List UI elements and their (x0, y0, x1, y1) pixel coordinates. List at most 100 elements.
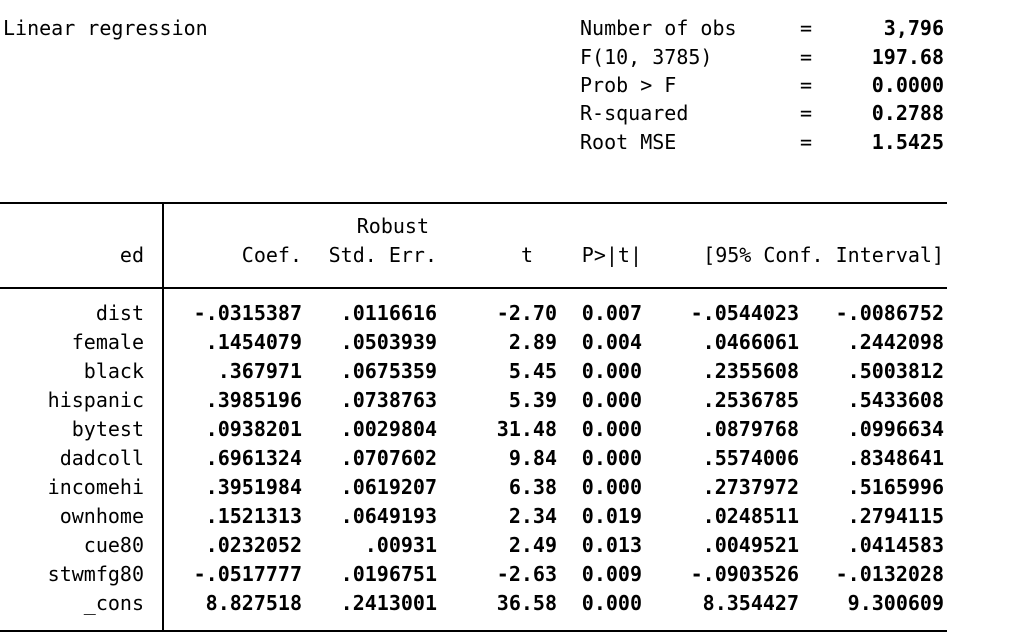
cell-ci-low: -.0903526 (690, 562, 799, 586)
cell-p: 0.000 (581, 591, 642, 615)
cell-p: 0.013 (581, 533, 642, 557)
cell-p: 0.000 (581, 475, 642, 499)
stat-label: R-squared (580, 101, 689, 126)
table-row-black: black .367971 .0675359 5.45 0.000 .23556… (0, 357, 947, 386)
cell-t: -2.70 (496, 301, 557, 325)
cell-coef: .1454079 (205, 330, 302, 354)
model-stats-block: Number of obs = 3,796 F(10, 3785) = 197.68 P… (580, 14, 944, 156)
stat-value: 0.0000 (871, 72, 944, 97)
spacer-cell (0, 618, 164, 631)
cell-ci-high: .2442098 (847, 330, 944, 354)
spacer-row (0, 618, 947, 631)
cell-p: 0.000 (581, 417, 642, 441)
header-cell-depvar: ed (0, 241, 164, 289)
cell-std-err: .0619207 (340, 475, 437, 499)
cell-varname: dadcoll (0, 444, 164, 473)
cell-p: 0.000 (581, 388, 642, 412)
cell-ci-high: .8348641 (847, 446, 944, 470)
cell-varname: ownhome (0, 502, 164, 531)
cell-t: 5.45 (508, 359, 557, 383)
table-row-female: female .1454079 .0503939 2.89 0.004 .046… (0, 328, 947, 357)
header-cell-empty (163, 203, 302, 241)
cell-varname: bytest (0, 415, 164, 444)
stat-value: 3,796 (883, 16, 944, 41)
spacer-cell (163, 618, 947, 631)
cell-ci-low: .5574006 (702, 446, 799, 470)
table-body: dist -.0315387 .0116616 -2.70 0.007 -.05… (0, 288, 947, 631)
cell-ci-low: .0466061 (702, 330, 799, 354)
cell-ci-high: .0414583 (847, 533, 944, 557)
cell-coef: .6961324 (205, 446, 302, 470)
equals-sign: = (800, 101, 813, 126)
cell-std-err: .2413001 (340, 591, 437, 615)
table-row-bytest: bytest .0938201 .0029804 31.48 0.000 .08… (0, 415, 947, 444)
stat-value: 0.2788 (871, 101, 944, 126)
cell-ci-low: .2737972 (702, 475, 799, 499)
equals-sign: = (800, 129, 813, 154)
cell-coef: .0232052 (205, 533, 302, 557)
header-cell-empty (642, 203, 947, 241)
header-cell-p: P>|t| (557, 241, 642, 289)
cell-std-err: .0029804 (340, 417, 437, 441)
header-cell-t: t (437, 241, 557, 289)
cell-coef: .3951984 (205, 475, 302, 499)
cell-varname: cue80 (0, 531, 164, 560)
cell-coef: 8.827518 (205, 591, 302, 615)
cell-p: 0.009 (581, 562, 642, 586)
cell-ci-high: .5003812 (847, 359, 944, 383)
cell-coef: -.0315387 (193, 301, 302, 325)
cell-std-err: .0675359 (340, 359, 437, 383)
cell-ci-high: -.0086752 (835, 301, 944, 325)
cell-std-err: .0738763 (340, 388, 437, 412)
header-row-robust: Robust (0, 203, 947, 241)
cell-ci-high: -.0132028 (835, 562, 944, 586)
cell-varname: stwmfg80 (0, 560, 164, 589)
stat-row-r-squared: R-squared = 0.2788 (580, 99, 944, 127)
cell-t: 6.38 (508, 475, 557, 499)
cell-t: -2.63 (496, 562, 557, 586)
stat-row-number-of-obs: Number of obs = 3,796 (580, 14, 944, 42)
table-row-stwmfg80: stwmfg80 -.0517777 .0196751 -2.63 0.009 … (0, 560, 947, 589)
cell-p: 0.000 (581, 446, 642, 470)
cell-t: 2.89 (508, 330, 557, 354)
cell-ci-low: .0049521 (702, 533, 799, 557)
stat-row-prob-f: Prob > F = 0.0000 (580, 71, 944, 99)
cell-t: 31.48 (496, 417, 557, 441)
cell-varname: incomehi (0, 473, 164, 502)
table-row-cue80: cue80 .0232052 .00931 2.49 0.013 .004952… (0, 531, 947, 560)
spacer-cell (0, 288, 164, 299)
stat-row-f-stat: F(10, 3785) = 197.68 (580, 42, 944, 70)
stat-label: Prob > F (580, 72, 677, 97)
stat-value: 197.68 (871, 44, 944, 69)
regression-results-table: Robust ed Coef. Std. Err. t P>|t| [95% C… (0, 202, 947, 632)
stat-label: Root MSE (580, 129, 677, 154)
cell-p: 0.007 (581, 301, 642, 325)
cell-p: 0.004 (581, 330, 642, 354)
header-cell-empty (557, 203, 642, 241)
cell-t: 2.49 (508, 533, 557, 557)
cell-ci-low: -.0544023 (690, 301, 799, 325)
table-row-hispanic: hispanic .3985196 .0738763 5.39 0.000 .2… (0, 386, 947, 415)
cell-std-err: .0196751 (340, 562, 437, 586)
cell-p: 0.019 (581, 504, 642, 528)
stat-label: F(10, 3785) (580, 44, 713, 69)
cell-ci-high: 9.300609 (847, 591, 944, 615)
cell-coef: .0938201 (205, 417, 302, 441)
table-row-incomehi: incomehi .3951984 .0619207 6.38 0.000 .2… (0, 473, 947, 502)
cell-varname: hispanic (0, 386, 164, 415)
header-cell-coef: Coef. (163, 241, 302, 289)
cell-ci-low: .2355608 (702, 359, 799, 383)
cell-ci-high: .5433608 (847, 388, 944, 412)
stat-label: Number of obs (580, 16, 737, 41)
cell-ci-low: .0248511 (702, 504, 799, 528)
cell-std-err: .0649193 (340, 504, 437, 528)
table-row-dadcoll: dadcoll .6961324 .0707602 9.84 0.000 .55… (0, 444, 947, 473)
header-cell-empty (437, 203, 557, 241)
cell-ci-low: 8.354427 (702, 591, 799, 615)
equals-sign: = (800, 44, 813, 69)
cell-coef: -.0517777 (193, 562, 302, 586)
equals-sign: = (800, 16, 813, 41)
cell-t: 9.84 (508, 446, 557, 470)
cell-varname: dist (0, 299, 164, 328)
